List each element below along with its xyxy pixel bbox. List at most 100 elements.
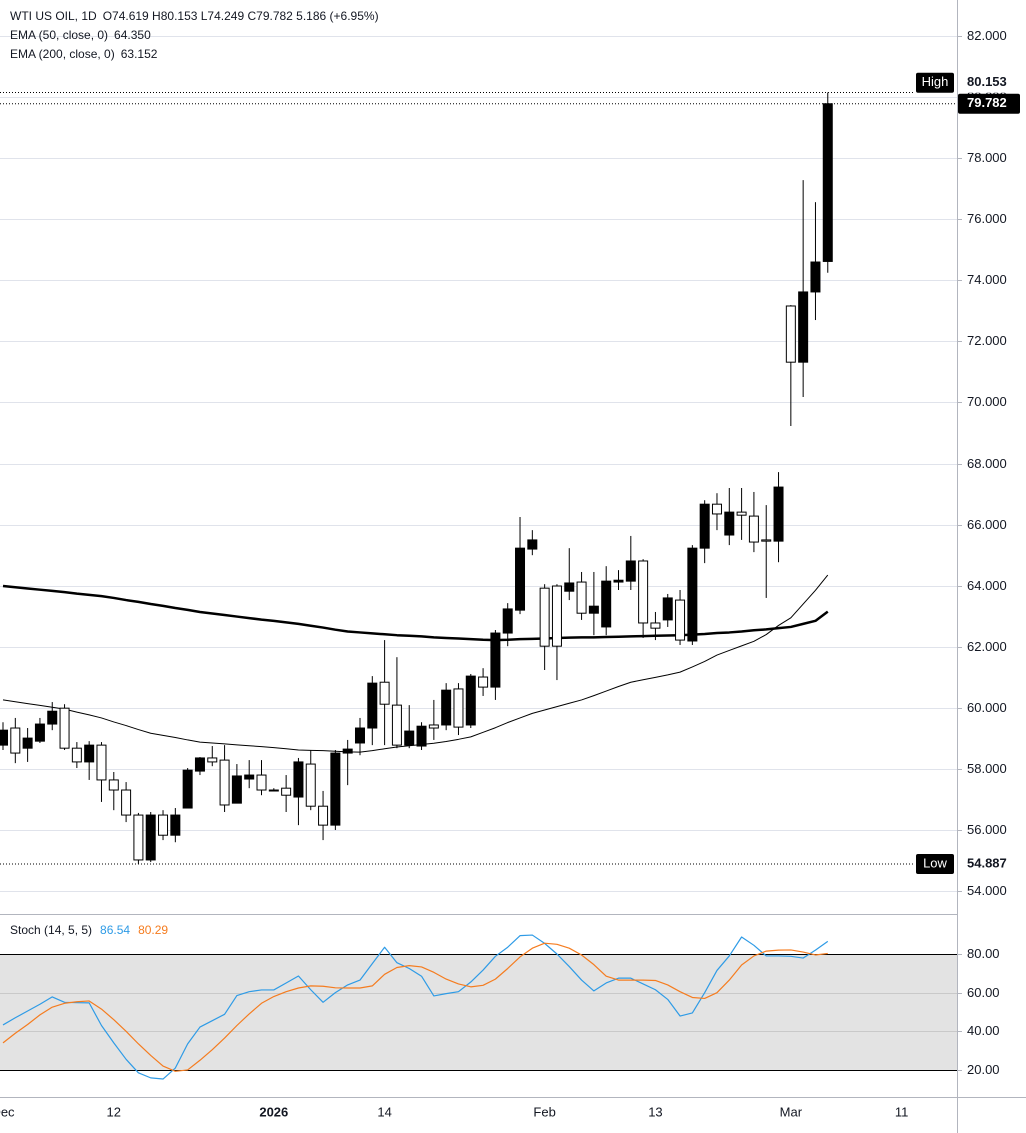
candle-body: [416, 725, 427, 747]
legend-value: 63.152: [121, 47, 158, 61]
legend-label: EMA (50, close, 0): [10, 28, 108, 42]
candle-body: [551, 585, 562, 647]
candle-body: [773, 486, 784, 542]
x-tick-label: Mar: [780, 1104, 803, 1119]
label-layer: 54.000 56.000 58.000 60.000 62.000 64.000 66.0…: [0, 9, 1020, 1119]
low-value: 54.887: [967, 855, 1007, 870]
x-tick-label: Dec: [0, 1104, 15, 1119]
y-tick-label: 60.00: [967, 985, 1000, 1000]
legend-value: 64.350: [114, 28, 151, 42]
legend-label: EMA (200, close, 0): [10, 47, 115, 61]
candle-body: [675, 599, 686, 641]
candle-body: [724, 511, 735, 536]
candle-body: [71, 747, 82, 763]
candle-body: [34, 723, 45, 742]
candle-body: [785, 305, 796, 363]
candle-body: [47, 710, 58, 725]
candle-body: [219, 759, 230, 806]
candle-body: [379, 681, 390, 705]
candle-body: [601, 580, 612, 628]
stoch-line: [2, 942, 828, 1072]
candle-body: [588, 605, 599, 614]
stoch-line: [2, 934, 829, 1080]
candle-body: [699, 503, 710, 549]
indicator-title: Stoch (14, 5, 5): [10, 923, 92, 937]
candle-body: [638, 560, 649, 624]
high-tag-label: High: [922, 74, 949, 89]
candle-body: [367, 682, 378, 729]
y-tick-label: 82.000: [967, 28, 1007, 43]
candle-body: [662, 597, 673, 621]
y-tick-label: 64.000: [967, 578, 1007, 593]
low-tag: [916, 854, 954, 875]
candle-body: [736, 511, 747, 516]
high-value-box: [958, 72, 1020, 93]
x-tick-label: 13: [648, 1104, 662, 1119]
y-tick-label: 74.000: [967, 272, 1007, 287]
stoch-band: [0, 954, 957, 1070]
x-tick-label: 14: [377, 1104, 391, 1119]
y-tick-label: 54.000: [967, 883, 1007, 898]
front-layer: [0, 92, 833, 1080]
candle-body: [305, 763, 316, 807]
candle-body: [428, 724, 439, 729]
y-tick-label: 20.00: [967, 1062, 1000, 1077]
y-tick-label: 76.000: [967, 211, 1007, 226]
y-tick-label: 70.000: [967, 394, 1007, 409]
candle-body: [96, 744, 107, 781]
candle-body: [244, 774, 255, 780]
candle-body: [391, 704, 402, 746]
last-price-label: 79.782: [967, 95, 1007, 110]
candle-body: [84, 744, 95, 763]
candle-body: [478, 676, 489, 688]
y-tick-label: 80.00: [967, 946, 1000, 961]
candle-body: [318, 805, 329, 826]
candle-body: [453, 688, 464, 728]
candle-body: [268, 789, 279, 792]
candle-body: [231, 775, 242, 804]
candle-body: [133, 814, 144, 861]
candle-body: [22, 737, 33, 749]
x-tick-label: 12: [107, 1104, 121, 1119]
candle-body: [465, 675, 476, 726]
candle-body: [613, 579, 624, 583]
candle-body: [404, 730, 415, 746]
candle-body: [194, 757, 205, 772]
y-tick-label: 66.000: [967, 517, 1007, 532]
y-tick-label: 68.000: [967, 456, 1007, 471]
candle-body: [576, 581, 587, 614]
candle-body: [207, 757, 218, 763]
x-tick-label: Feb: [533, 1104, 555, 1119]
candle-body: [527, 539, 538, 550]
candle-body: [145, 814, 156, 861]
candle-body: [625, 560, 636, 582]
candle-body: [490, 632, 501, 688]
ohlc-readout: O74.619 H80.153 L74.249 C79.782 5.186 (+…: [103, 9, 379, 23]
candle-body: [539, 587, 550, 647]
candle-body: [650, 622, 661, 629]
y-tick-label: 40.00: [967, 1023, 1000, 1038]
candle-body: [293, 761, 304, 798]
y-tick-label: 72.000: [967, 333, 1007, 348]
chart-title: WTI US OIL, 1D: [10, 9, 97, 23]
y-tick-label: 62.000: [967, 639, 1007, 654]
candle-body: [687, 547, 698, 642]
y-tick-label: 60.000: [967, 700, 1007, 715]
legend-value: 80.29: [138, 923, 168, 937]
legend-value: 86.54: [100, 923, 130, 937]
candle-body: [748, 515, 759, 543]
ema-line: [2, 574, 829, 753]
x-tick-label: 11: [895, 1104, 909, 1119]
candle-body: [10, 727, 21, 754]
candle-body: [761, 539, 772, 542]
y-tick-label: 56.000: [967, 822, 1007, 837]
candle-body: [170, 814, 181, 836]
low-tag-label: Low: [923, 855, 947, 870]
candle-body: [342, 748, 353, 754]
candle-body: [330, 752, 341, 826]
last-price-box: [958, 93, 1020, 114]
high-tag: [916, 72, 954, 93]
